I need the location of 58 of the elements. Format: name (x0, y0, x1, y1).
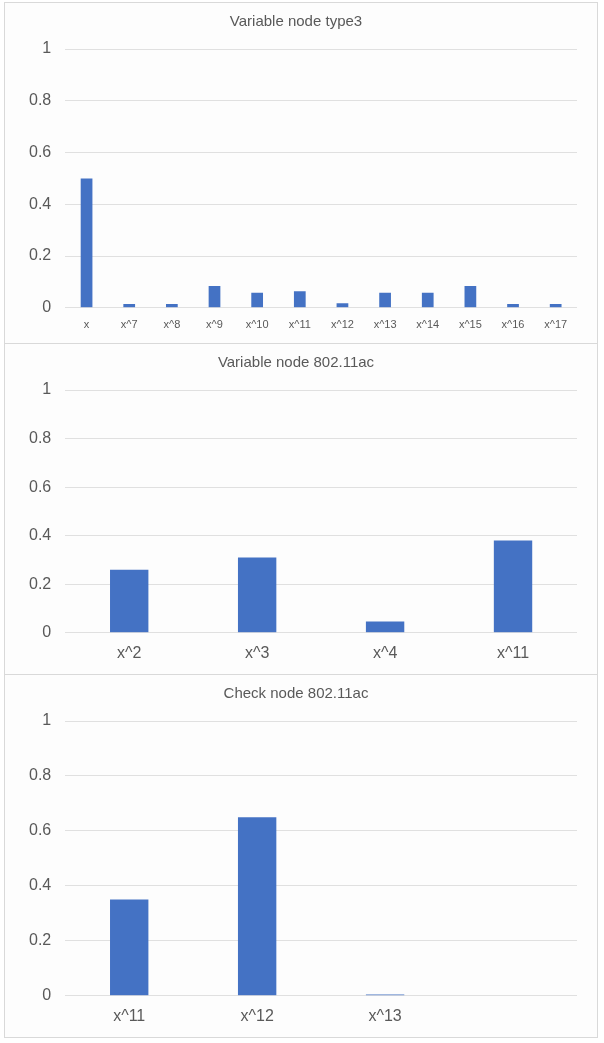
bar (251, 292, 264, 308)
x-tick-label: x^11 (288, 318, 311, 331)
x-tick-label: x^9 (206, 318, 223, 331)
x-tick-label: x^15 (458, 318, 482, 331)
y-tick-label: 0.4 (28, 876, 52, 894)
x-tick-label: x^13 (368, 1006, 402, 1024)
y-tick-label: 0.8 (28, 766, 52, 784)
x-tick-label: x^7 (120, 318, 138, 331)
x-tick-label: x^14 (416, 318, 440, 331)
bar (110, 569, 149, 633)
x-tick-label: x^12 (330, 318, 354, 331)
bar (237, 557, 277, 633)
y-tick-label: 0.2 (28, 574, 52, 592)
y-tick-label: 1 (42, 711, 52, 729)
bar (123, 303, 136, 308)
y-tick-label: 0.6 (28, 142, 52, 160)
bar (293, 291, 306, 308)
bar (549, 303, 562, 308)
bar (421, 292, 434, 308)
y-tick-label: 0.8 (28, 428, 52, 446)
chart-title: Variable node type3 (229, 12, 363, 30)
y-tick-label: 0.6 (28, 821, 52, 839)
bar (493, 540, 533, 633)
bar (237, 817, 277, 996)
y-tick-label: 0.4 (28, 526, 52, 544)
x-tick-label: x^2 (117, 643, 142, 661)
x-tick-label: x^8 (163, 318, 181, 331)
x-tick-label: x^3 (244, 643, 270, 661)
x-tick-label: x^11 (496, 643, 530, 661)
x-tick-label: x^12 (240, 1006, 274, 1024)
x-tick-label: x^4 (372, 643, 398, 661)
x-tick-label: x^17 (544, 318, 568, 331)
bar (208, 286, 221, 308)
x-tick-label: x (83, 318, 90, 331)
x-tick-label: x^11 (113, 1006, 146, 1024)
x-tick-label: x^10 (245, 318, 269, 331)
y-tick-label: 0.2 (28, 931, 52, 949)
y-tick-label: 1 (42, 380, 52, 398)
y-tick-label: 0.4 (28, 194, 52, 212)
x-tick-label: x^13 (373, 318, 397, 331)
chart-title: Variable node 802.11ac (217, 353, 375, 371)
y-tick-label: 0.2 (28, 246, 52, 264)
y-tick-label: 0.8 (28, 91, 52, 109)
y-tick-label: 0 (42, 298, 52, 316)
bar (507, 303, 519, 308)
bar (464, 286, 477, 308)
chart-title: Check node 802.11ac (223, 684, 369, 702)
x-tick-label: x^16 (501, 318, 525, 331)
bar (110, 899, 149, 996)
bar (379, 292, 391, 308)
y-tick-label: 0 (42, 623, 52, 641)
y-tick-label: 0 (42, 986, 52, 1004)
bar (166, 303, 178, 308)
y-tick-label: 0.6 (28, 477, 52, 495)
y-tick-label: 1 (42, 39, 52, 57)
bar (365, 621, 405, 633)
bar (80, 178, 93, 308)
bar (336, 303, 349, 308)
